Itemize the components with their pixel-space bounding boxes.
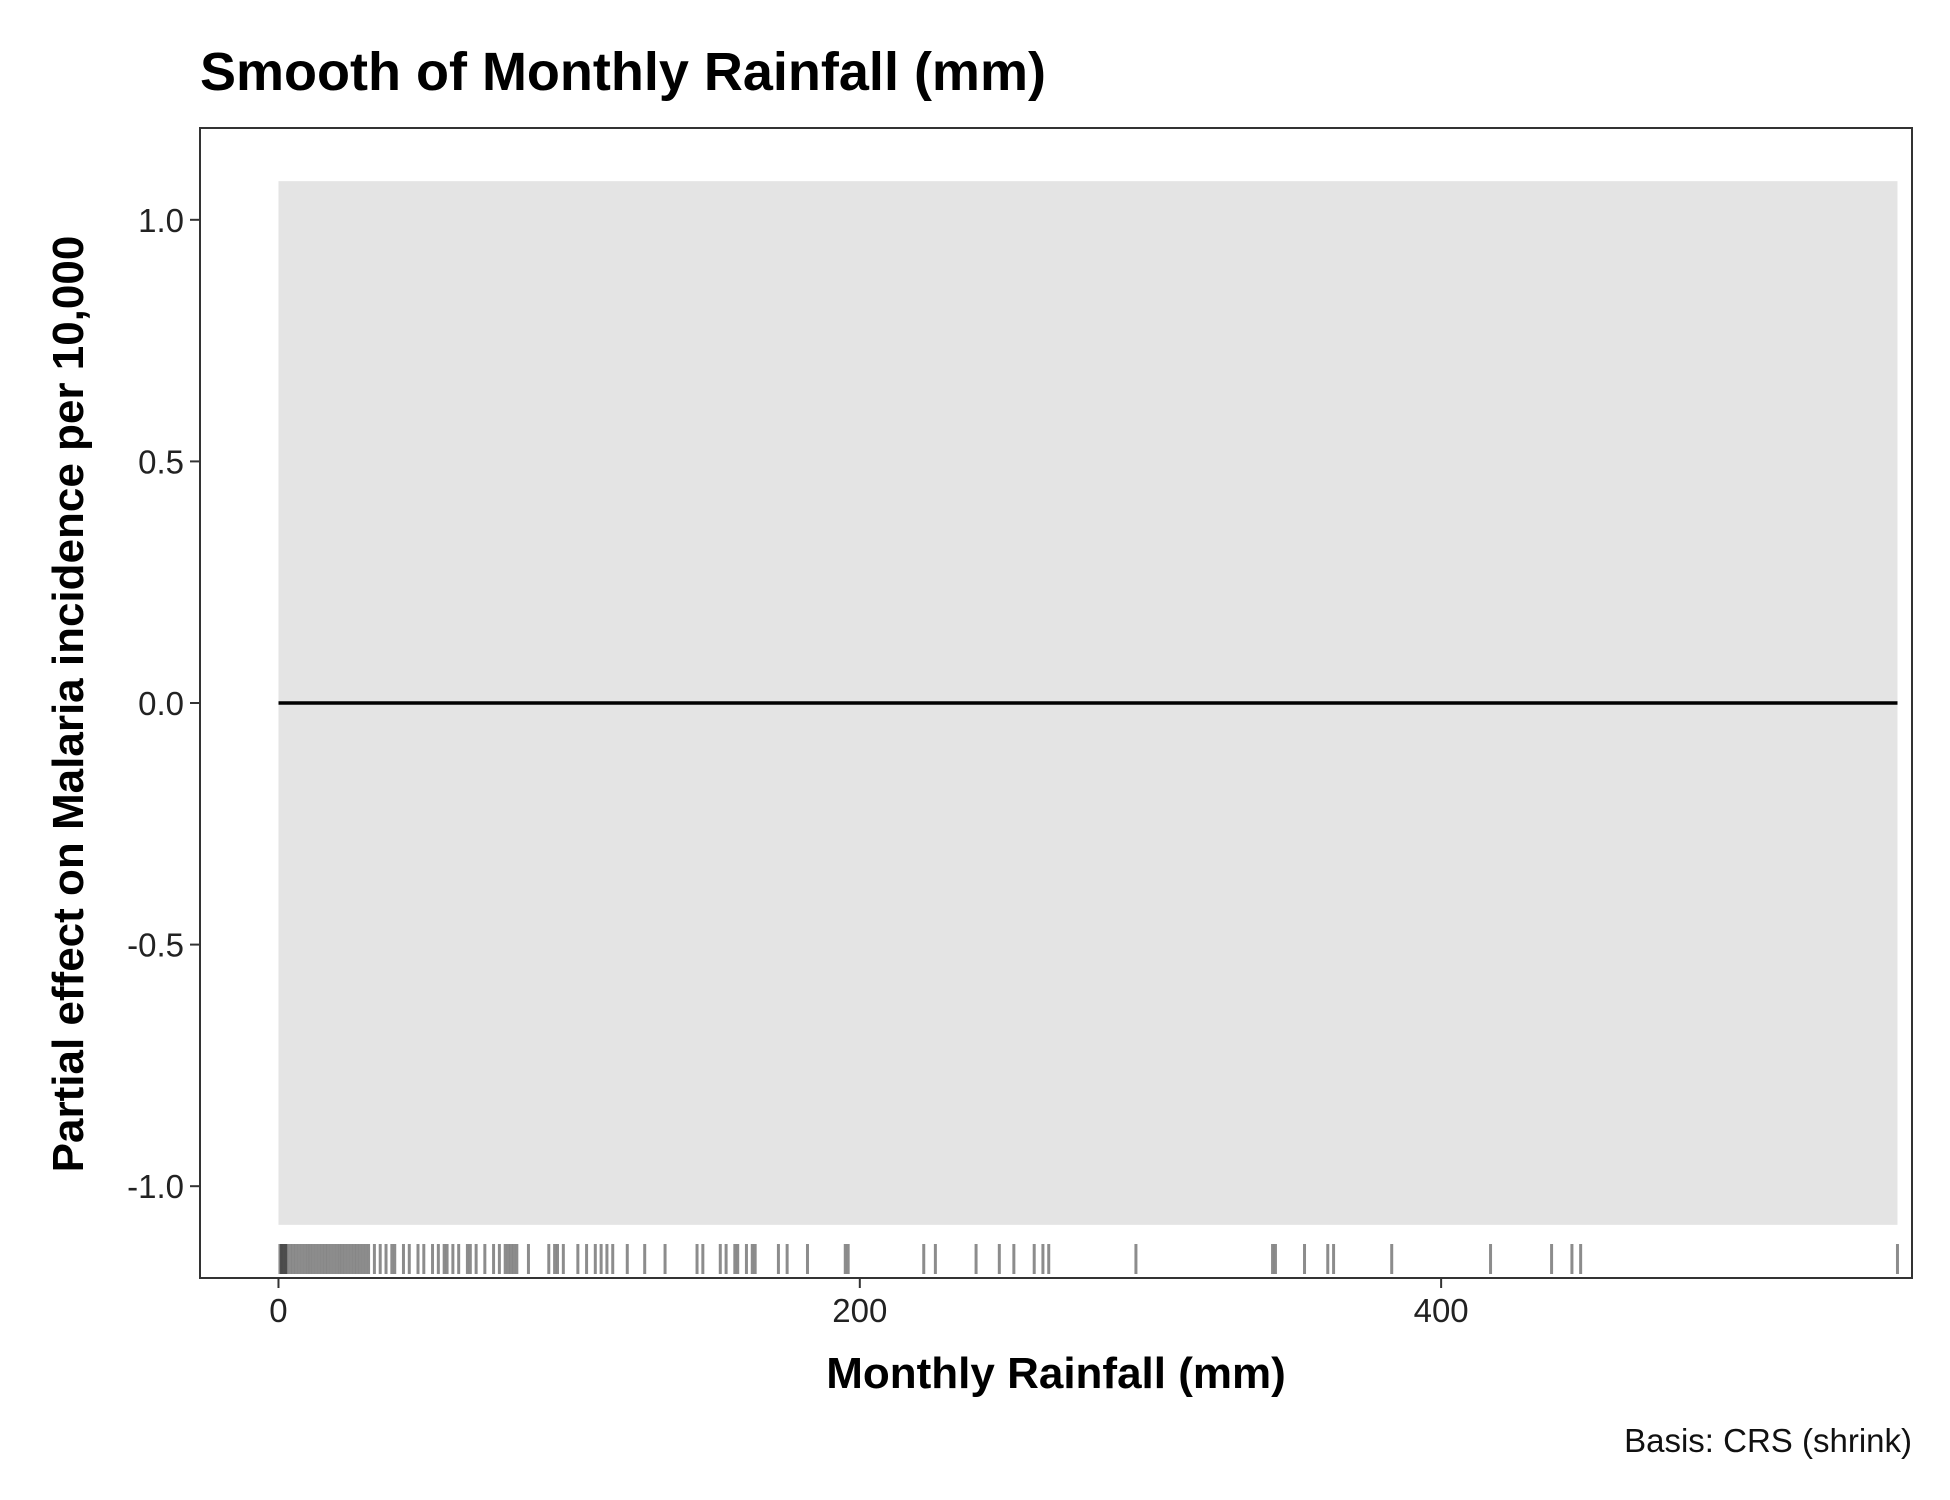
rug-layer	[278, 1244, 1899, 1274]
y-tick-label-4: -1.0	[127, 1168, 184, 1205]
chart-title: Smooth of Monthly Rainfall (mm)	[200, 42, 1046, 102]
x-tick-label-0: 0	[269, 1292, 287, 1329]
y-tick-label-3: -0.5	[127, 927, 184, 964]
x-axis: 0 200 400	[269, 1278, 1469, 1329]
x-tick-label-1: 200	[832, 1292, 887, 1329]
y-tick-label-0: 1.0	[138, 202, 184, 239]
y-tick-label-2: 0.0	[138, 685, 184, 722]
x-axis-title: Monthly Rainfall (mm)	[826, 1349, 1286, 1398]
chart-caption: Basis: CRS (shrink)	[1624, 1422, 1912, 1459]
y-tick-label-1: 0.5	[138, 443, 184, 480]
y-axis: 1.0 0.5 0.0 -0.5 -1.0	[127, 202, 200, 1205]
plot-area	[199, 127, 1913, 1279]
y-axis-title: Partial effect on Malaria incidence per …	[44, 236, 93, 1173]
x-tick-label-2: 400	[1414, 1292, 1469, 1329]
